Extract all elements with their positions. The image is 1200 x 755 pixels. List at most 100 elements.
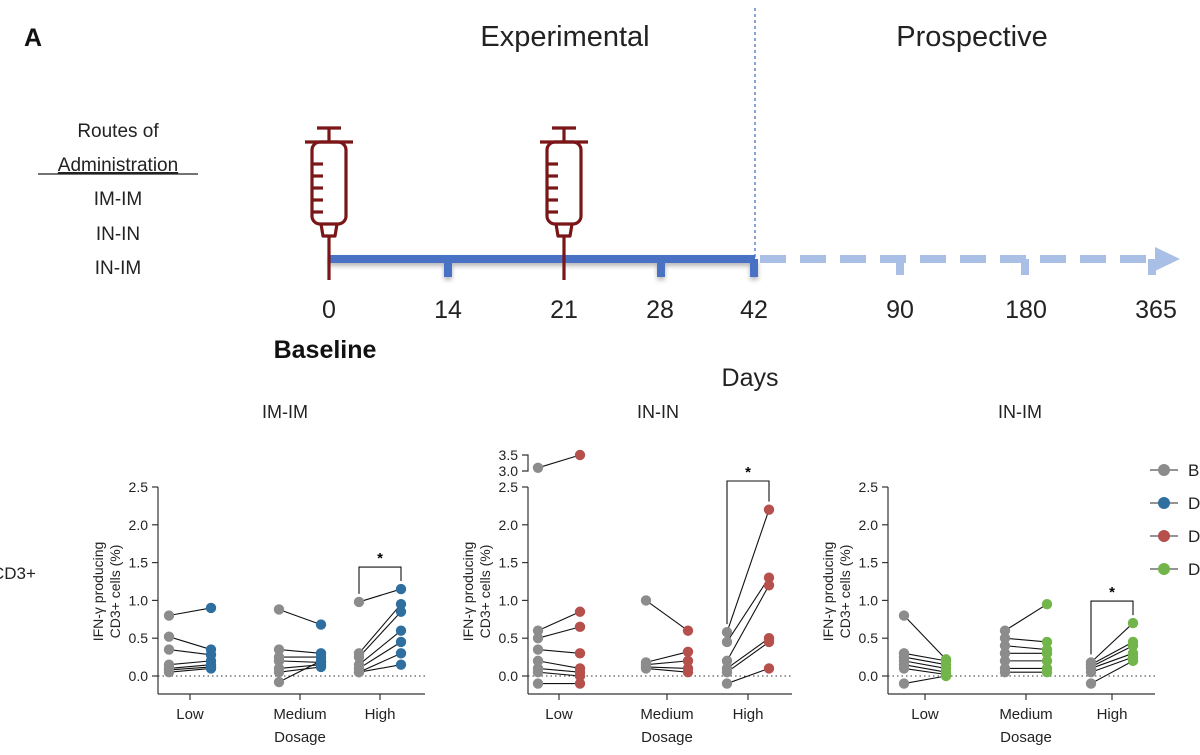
baseline-point (273, 655, 285, 667)
y-tick-label: 2.5 (499, 479, 519, 495)
paired-line (278, 660, 322, 683)
paired-line (645, 666, 689, 669)
significance-star: * (745, 464, 751, 481)
paired-line (903, 615, 947, 660)
paired-line (903, 675, 947, 685)
x-tick-label: Low (176, 706, 204, 723)
post-dose-point (763, 504, 775, 515)
phase-prospective-label: Prospective (896, 21, 1048, 53)
baseline-point (721, 667, 733, 678)
post-dose-point (395, 648, 407, 659)
baseline-point (999, 655, 1011, 667)
post-dose-point (574, 606, 586, 617)
baseline-point (898, 663, 910, 674)
y-axis-label-line2: CD3+ cells (%) (837, 545, 853, 639)
chart-title: IM-IM (262, 402, 308, 422)
syringe-icon-day0 (303, 126, 355, 256)
paired-line (645, 651, 689, 663)
y-tick-label: 1.0 (859, 592, 879, 608)
routes-heading-line1: Routes of (77, 121, 159, 142)
x-tick-label: Low (911, 706, 939, 723)
chart-in-in: 0.0 0.5 1.0 1.5 2.0 2.53.03.5 IFN-γ producing C… (460, 447, 792, 746)
baseline-point (1085, 667, 1097, 678)
post-dose-point (395, 583, 407, 595)
paired-line (358, 641, 402, 669)
y-tick-label: 1.5 (129, 555, 149, 571)
legend-label: D (1188, 527, 1200, 546)
routes-heading-line2: Administration (58, 155, 178, 176)
legend-marker (1158, 530, 1170, 542)
y-tick-label: 0.5 (499, 630, 519, 646)
post-dose-point (395, 625, 407, 636)
post-dose-point (205, 663, 217, 674)
days-axis-label: Days (722, 364, 779, 392)
post-dose-point (1127, 655, 1139, 667)
paired-line (278, 660, 322, 663)
paired-line (278, 608, 322, 626)
paired-line (537, 648, 581, 654)
significance-bracket (358, 566, 402, 594)
significance-bracket (726, 480, 770, 625)
paired-line (358, 603, 402, 654)
x-axis-label: Dosage (1000, 729, 1052, 746)
baseline-point (999, 648, 1011, 659)
legend-label: D (1188, 560, 1200, 579)
y-axis-label-line1: IFN-γ producing (820, 542, 836, 642)
timeline-tick-90 (896, 259, 904, 275)
y-tick-label: 1.5 (859, 555, 879, 571)
paired-line (1090, 660, 1134, 685)
y-tick-label: 2.5 (859, 479, 879, 495)
route-im-im: IM-IM (94, 189, 143, 210)
post-dose-point (682, 655, 694, 667)
paired-line (358, 588, 402, 603)
paired-line (278, 648, 322, 654)
baseline-point (273, 676, 285, 688)
post-dose-point (574, 670, 586, 682)
chart-in-im: 0.0 0.5 1.0 1.5 2.0 2.5 IFN-γ producing CD3+ ce… (820, 479, 1155, 746)
baseline-point (163, 667, 175, 678)
timeline-arrow-head (1155, 247, 1180, 271)
x-tick-label: High (733, 706, 764, 723)
baseline-point (1085, 678, 1097, 689)
baseline-point (532, 644, 544, 655)
timeline-day-label: 180 (1005, 296, 1047, 324)
y-tick-label: 0.0 (859, 668, 879, 684)
chart-title: IN-IN (637, 402, 679, 422)
y-axis-label-line2: CD3+ cells (%) (477, 545, 493, 639)
paired-line (903, 660, 947, 669)
x-tick-label: High (1097, 706, 1128, 723)
baseline-point (999, 625, 1011, 636)
timeline-dashed (760, 247, 1180, 275)
y-tick-label: 0.0 (499, 668, 519, 684)
legend-marker (1158, 563, 1170, 575)
post-dose-point (763, 663, 775, 674)
post-dose-point (315, 655, 327, 667)
paired-line (537, 671, 581, 677)
baseline-point (999, 640, 1011, 651)
timeline-day-label: 90 (886, 296, 914, 324)
post-dose-point (763, 580, 775, 591)
y-tick-label: 3.0 (499, 463, 519, 479)
y-axis-label-line1: IFN-γ producing (90, 542, 106, 642)
syringe-icon-day21 (538, 126, 590, 256)
paired-line (1004, 637, 1048, 643)
paired-line (168, 664, 212, 669)
significance-bracket (1090, 600, 1134, 655)
baseline-point (532, 667, 544, 678)
paired-line (358, 652, 402, 673)
paired-line (537, 611, 581, 632)
paired-line (903, 667, 947, 676)
post-dose-point (574, 648, 586, 659)
timeline-tick-180 (1021, 259, 1029, 275)
paired-line (1004, 603, 1048, 632)
paired-line (1090, 641, 1134, 666)
route-in-in: IN-IN (96, 224, 140, 245)
paired-line (168, 660, 212, 666)
baseline-point (898, 678, 910, 689)
post-dose-point (682, 646, 694, 658)
post-dose-point (1041, 636, 1053, 648)
baseline-point (640, 595, 652, 606)
